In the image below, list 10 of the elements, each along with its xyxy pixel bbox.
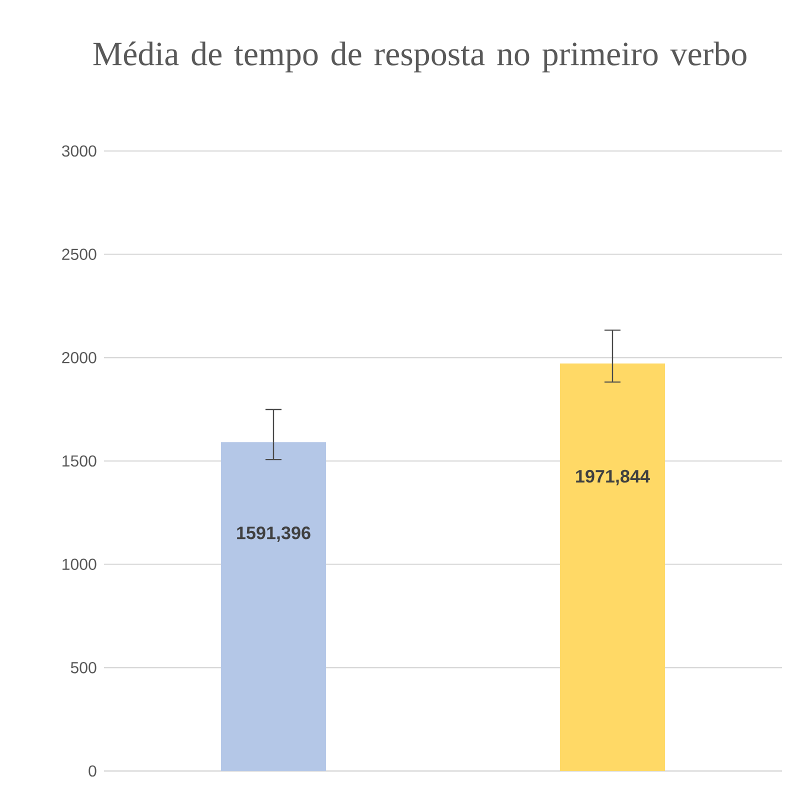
y-tick-label: 0 — [88, 765, 96, 777]
y-tick-label: 1500 — [62, 455, 96, 467]
chart-title: Média de tempo de resposta no primeiro verbo — [93, 42, 746, 72]
y-tick-label: 1000 — [62, 558, 96, 570]
y-tick-label: 2000 — [62, 352, 96, 364]
y-tick-label: 3000 — [62, 145, 96, 157]
y-tick-label: 2500 — [62, 248, 96, 260]
data-label: 1591,396 — [237, 526, 310, 542]
data-label: 1971,844 — [576, 470, 650, 486]
y-tick-label: 500 — [70, 662, 96, 674]
